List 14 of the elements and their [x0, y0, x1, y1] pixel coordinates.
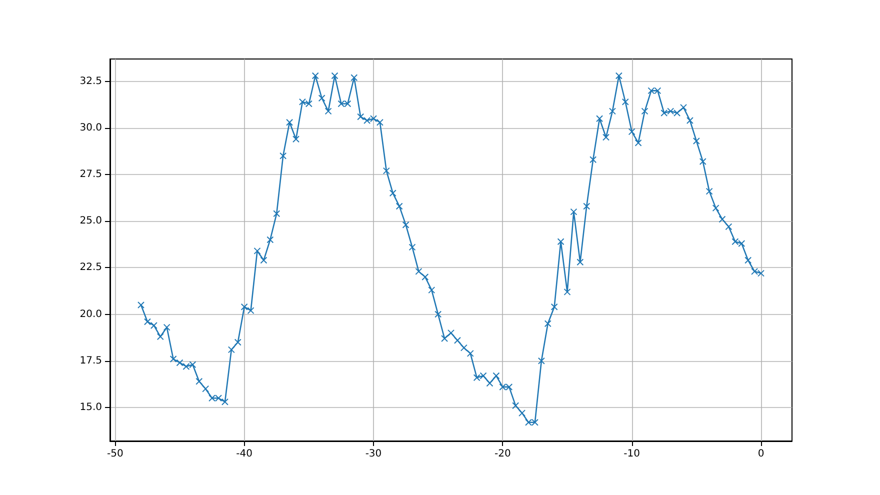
- x-tick-label: 0: [758, 448, 764, 460]
- y-tick-label: 30.0: [80, 122, 102, 134]
- y-tick-label: 20.0: [80, 308, 102, 320]
- y-tick-label: 22.5: [80, 262, 102, 274]
- y-tick-label: 27.5: [80, 169, 102, 180]
- x-tick-label: -30: [365, 448, 382, 460]
- x-tick-label: -10: [624, 448, 640, 460]
- x-tick-label: -40: [236, 448, 253, 460]
- x-tick-label: -20: [494, 448, 511, 460]
- y-tick-label: 15.0: [80, 402, 102, 413]
- y-tick-label: 25.0: [80, 216, 102, 227]
- y-tick-label: 32.5: [80, 76, 102, 87]
- x-tick-label: -50: [106, 448, 124, 460]
- y-tick-label: 17.5: [80, 355, 102, 366]
